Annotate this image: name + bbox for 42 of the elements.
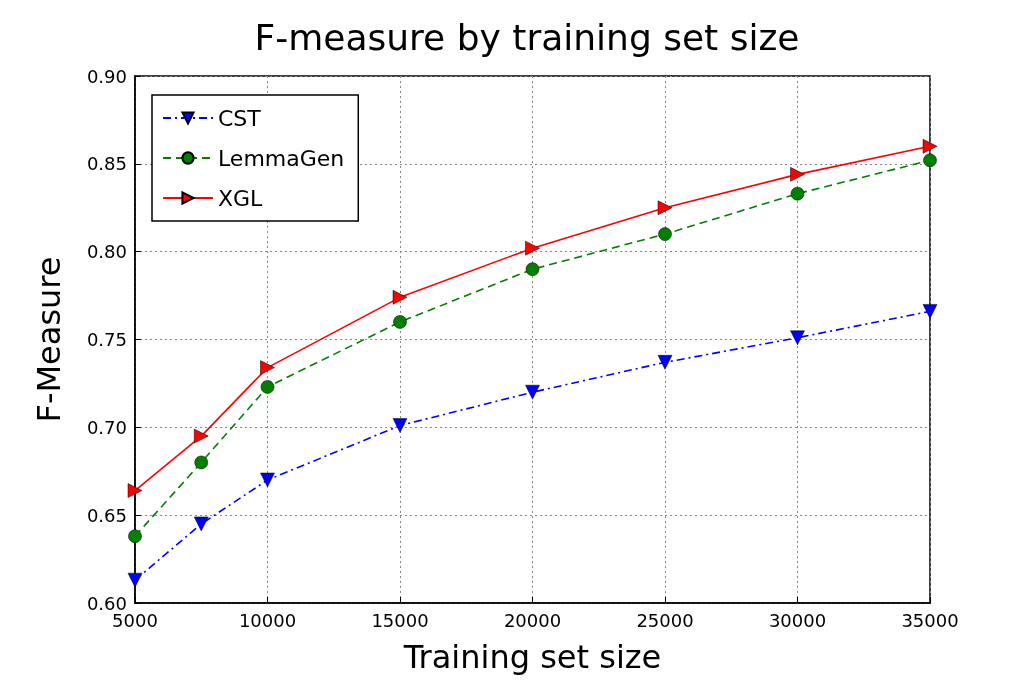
x-tick-label: 15000 (371, 609, 429, 631)
point (392, 290, 408, 305)
point (525, 262, 540, 276)
legend-label: LemmaGen (218, 145, 345, 171)
point (525, 240, 540, 256)
point (392, 418, 408, 433)
point (194, 455, 208, 470)
point (393, 315, 407, 329)
point (194, 516, 209, 532)
point (127, 572, 143, 588)
point (194, 428, 209, 444)
x-tick-label: 20000 (503, 609, 562, 631)
point (922, 139, 938, 154)
x-tick-label: 10000 (238, 609, 297, 631)
point (790, 330, 805, 345)
point (525, 384, 540, 400)
x-tick-label: 25000 (636, 609, 694, 631)
point (260, 380, 275, 394)
y-tick-label: 0.80 (86, 241, 127, 263)
legend-label: XGL (218, 185, 264, 211)
point (790, 186, 805, 201)
y-tick-label: 0.70 (86, 416, 127, 438)
point (260, 472, 275, 488)
point (657, 355, 673, 370)
point (128, 529, 142, 543)
point (657, 200, 673, 215)
point (790, 167, 805, 182)
point (923, 153, 937, 168)
y-tick-label: 0.65 (86, 504, 127, 526)
point (922, 304, 938, 319)
x-tick-label: 35000 (901, 609, 959, 631)
point (127, 483, 143, 498)
point (658, 227, 672, 241)
legend-label: CST (218, 105, 262, 131)
y-tick-label: 0.85 (86, 153, 127, 175)
chart-title: F-measure by training set size (254, 16, 800, 58)
y-tick-label: 0.75 (86, 329, 127, 350)
y-axis-title: F-Measure (30, 256, 68, 423)
point (260, 360, 275, 375)
x-axis-title: Training set size (402, 638, 662, 676)
x-tick-label: 30000 (768, 609, 827, 631)
y-tick-label: 0.90 (86, 65, 127, 87)
